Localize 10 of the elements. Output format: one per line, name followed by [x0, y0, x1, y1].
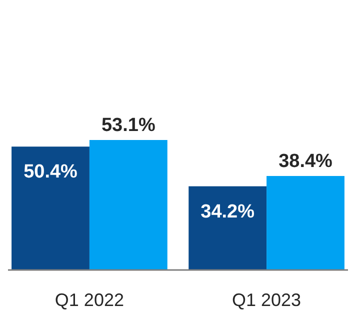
x-tick-label: Q1 2022	[54, 290, 124, 310]
bar	[266, 176, 344, 270]
bar	[188, 186, 267, 270]
data-label: 34.2%	[200, 201, 255, 222]
data-label: 38.4%	[278, 150, 333, 172]
data-label: 53.1%	[101, 115, 156, 136]
data-label: 50.4%	[24, 162, 78, 183]
x-tick-label: Q1 2023	[232, 290, 302, 310]
bar	[89, 140, 168, 270]
bar	[12, 146, 90, 270]
